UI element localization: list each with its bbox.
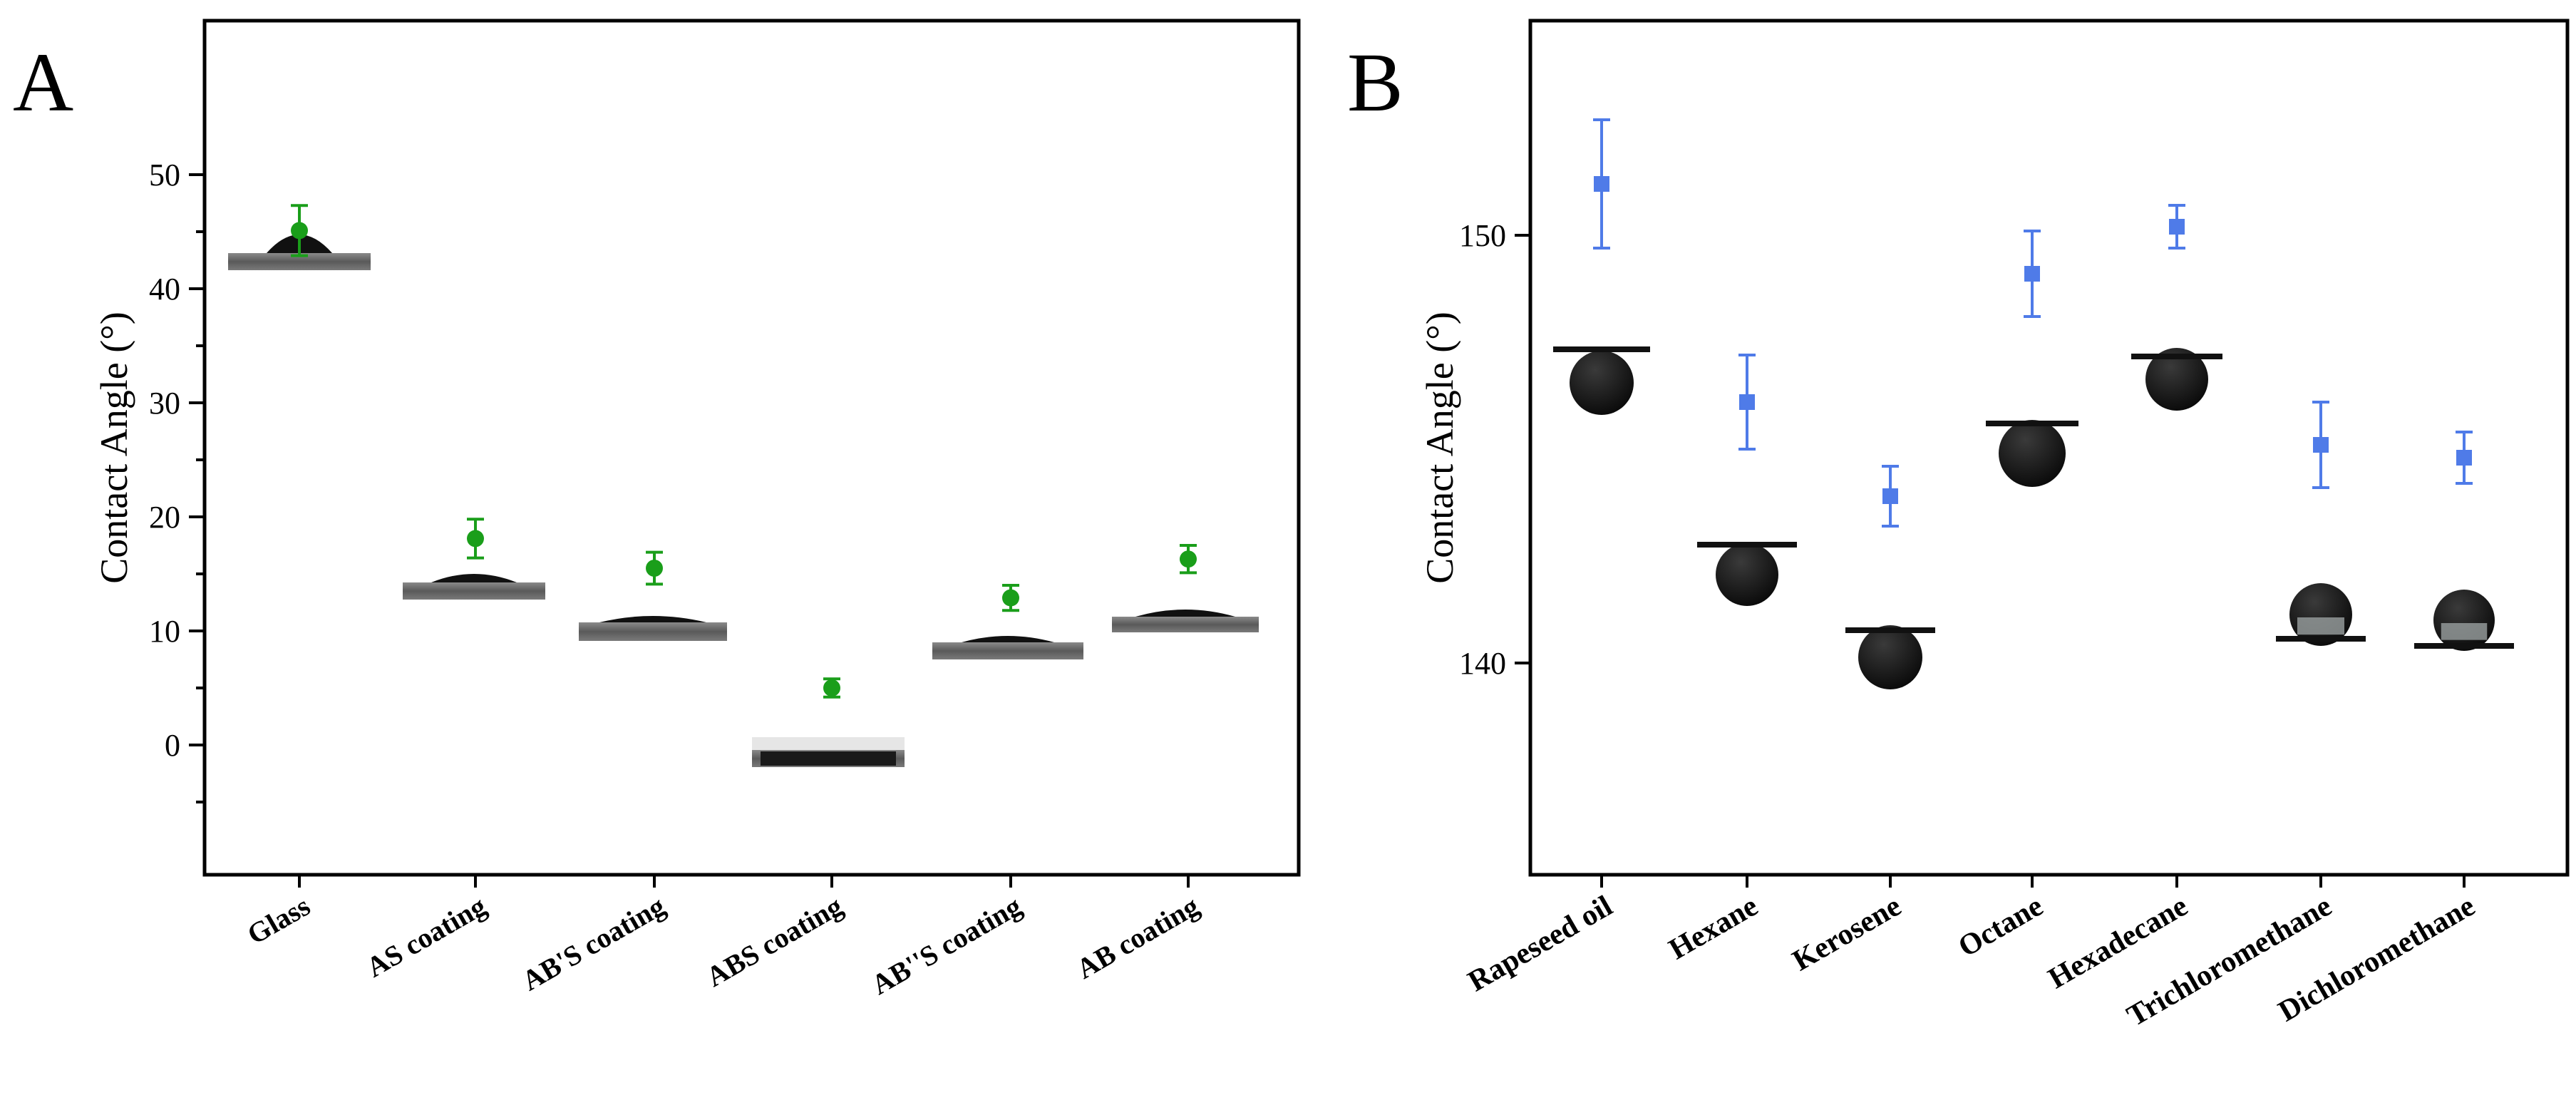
data-point-hexane bbox=[1738, 354, 1756, 451]
droplet-image bbox=[599, 616, 706, 622]
data-point-dichloromethane bbox=[2456, 431, 2473, 485]
chart-b-y-axis-label: Contact Angle (°) bbox=[1418, 312, 1461, 584]
marker bbox=[1180, 550, 1197, 568]
x-tick-label-hexane: Hexane bbox=[1664, 890, 1763, 966]
chart-a: 0 10 20 30 40 50 Glass AS coating AB'S coating A… bbox=[93, 19, 1301, 1001]
droplet-inset-ab-coating bbox=[1112, 610, 1259, 632]
droplet-inset-as-coating bbox=[403, 574, 545, 600]
droplet-inset-kerosene bbox=[1845, 625, 1935, 689]
substrate-image bbox=[579, 622, 727, 641]
droplet-image bbox=[431, 574, 517, 582]
y-tick-label: 50 bbox=[149, 158, 180, 192]
marker bbox=[2456, 450, 2472, 466]
marker bbox=[823, 679, 840, 697]
droplet-inset-trichloromethane bbox=[2276, 583, 2366, 646]
marker bbox=[291, 222, 308, 240]
droplet-image bbox=[1858, 625, 1922, 689]
droplet-image bbox=[962, 636, 1054, 642]
chart-b-frame bbox=[1528, 19, 2570, 877]
marker bbox=[2169, 219, 2185, 235]
data-point-octane bbox=[2024, 230, 2041, 318]
droplet-image bbox=[2145, 348, 2208, 411]
y-tick-label: 20 bbox=[149, 500, 180, 535]
x-tick-label-octane: Octane bbox=[1953, 890, 2049, 964]
y-tick-label: 0 bbox=[165, 728, 180, 763]
droplet-image bbox=[1135, 610, 1235, 617]
chart-b-points bbox=[1593, 118, 2473, 528]
droplet-inset-rapeseed-oil bbox=[1553, 346, 1650, 415]
droplet-inset-octane bbox=[1986, 420, 2078, 487]
y-tick-label: 150 bbox=[1459, 218, 1506, 253]
y-tick-label: 10 bbox=[149, 614, 180, 649]
chart-a-x-ticks: Glass AS coating AB'S coating ABS coating AB… bbox=[242, 875, 1205, 1001]
marker bbox=[1002, 589, 1019, 607]
chart-a-droplet-insets bbox=[228, 235, 1259, 767]
chart-a-y-axis-label: Contact Angle (°) bbox=[93, 312, 135, 584]
droplet-image bbox=[2433, 590, 2495, 651]
data-point-trichloromethane bbox=[2312, 401, 2329, 489]
droplet-inset-dichloromethane bbox=[2414, 590, 2514, 651]
substrate-image bbox=[932, 642, 1083, 659]
chart-a-frame bbox=[202, 19, 1301, 877]
data-point-as-coating bbox=[467, 518, 484, 560]
droplet-image bbox=[1570, 351, 1634, 415]
droplet-inset-ab-s-coating bbox=[932, 636, 1083, 659]
droplet-image bbox=[761, 751, 896, 766]
data-point-glass bbox=[291, 204, 308, 257]
panel-a-label: A bbox=[13, 36, 73, 129]
y-tick-label: 30 bbox=[149, 386, 180, 421]
substrate-line bbox=[1845, 627, 1935, 633]
x-tick-label-rapeseed-oil: Rapeseed oil bbox=[1463, 890, 1618, 998]
data-point-ab-s-coating bbox=[646, 550, 663, 586]
data-point-abs-coating bbox=[823, 677, 840, 699]
x-tick-label-ab-s-coating: AB''S coating bbox=[866, 890, 1027, 1001]
marker bbox=[2024, 266, 2040, 282]
chart-a-y-ticks: 0 10 20 30 40 50 bbox=[149, 158, 205, 803]
chart-b-x-ticks: Rapeseed oil Hexane Kerosene OctaneHexadeca… bbox=[1463, 875, 2480, 1033]
data-point-ab-s-coating bbox=[1002, 584, 1019, 612]
x-tick-label-glass: Glass bbox=[242, 890, 315, 951]
substrate-line bbox=[1986, 421, 2078, 426]
data-point-hexadecane bbox=[2168, 204, 2185, 250]
substrate-image bbox=[1112, 617, 1259, 632]
droplet-reflection bbox=[2297, 617, 2344, 635]
marker bbox=[467, 530, 484, 548]
x-tick-label-ab-s-coating: AB'S coating bbox=[517, 890, 671, 997]
data-point-rapeseed-oil bbox=[1593, 118, 1610, 250]
droplet-reflection bbox=[2441, 623, 2488, 640]
chart-a-points bbox=[291, 204, 1197, 699]
panel-b-label: B bbox=[1347, 36, 1403, 129]
substrate-line bbox=[2276, 636, 2366, 642]
droplet-image bbox=[1999, 420, 2066, 487]
marker bbox=[2313, 437, 2329, 453]
y-tick-label: 40 bbox=[149, 272, 180, 307]
droplet-inset-ab-s-coating bbox=[579, 616, 727, 641]
data-point-kerosene bbox=[1882, 465, 1899, 528]
droplet-inset-hexane bbox=[1697, 542, 1797, 606]
marker bbox=[1739, 394, 1755, 410]
marker bbox=[1594, 176, 1609, 192]
marker bbox=[1882, 488, 1898, 504]
substrate-image bbox=[403, 582, 545, 600]
droplet-inset-hexadecane bbox=[2131, 348, 2222, 411]
substrate-line bbox=[2414, 643, 2514, 649]
x-tick-label-kerosene: Kerosene bbox=[1787, 890, 1907, 977]
chart-b-y-ticks: 140 150 bbox=[1459, 218, 1530, 681]
chart-b-droplet-insets bbox=[1553, 346, 2514, 689]
x-tick-label-as-coating: AS coating bbox=[361, 890, 491, 984]
marker bbox=[646, 560, 663, 577]
y-tick-label: 140 bbox=[1459, 646, 1506, 681]
substrate-line bbox=[1553, 346, 1650, 352]
substrate-line bbox=[2131, 354, 2222, 359]
droplet-image bbox=[1716, 543, 1778, 606]
x-tick-label-ab-coating: AB coating bbox=[1071, 890, 1204, 985]
droplet-inset-abs-coating bbox=[752, 737, 905, 767]
x-tick-label-abs-coating: ABS coating bbox=[701, 890, 847, 993]
substrate-line bbox=[1697, 542, 1797, 548]
data-point-ab-coating bbox=[1180, 544, 1197, 575]
